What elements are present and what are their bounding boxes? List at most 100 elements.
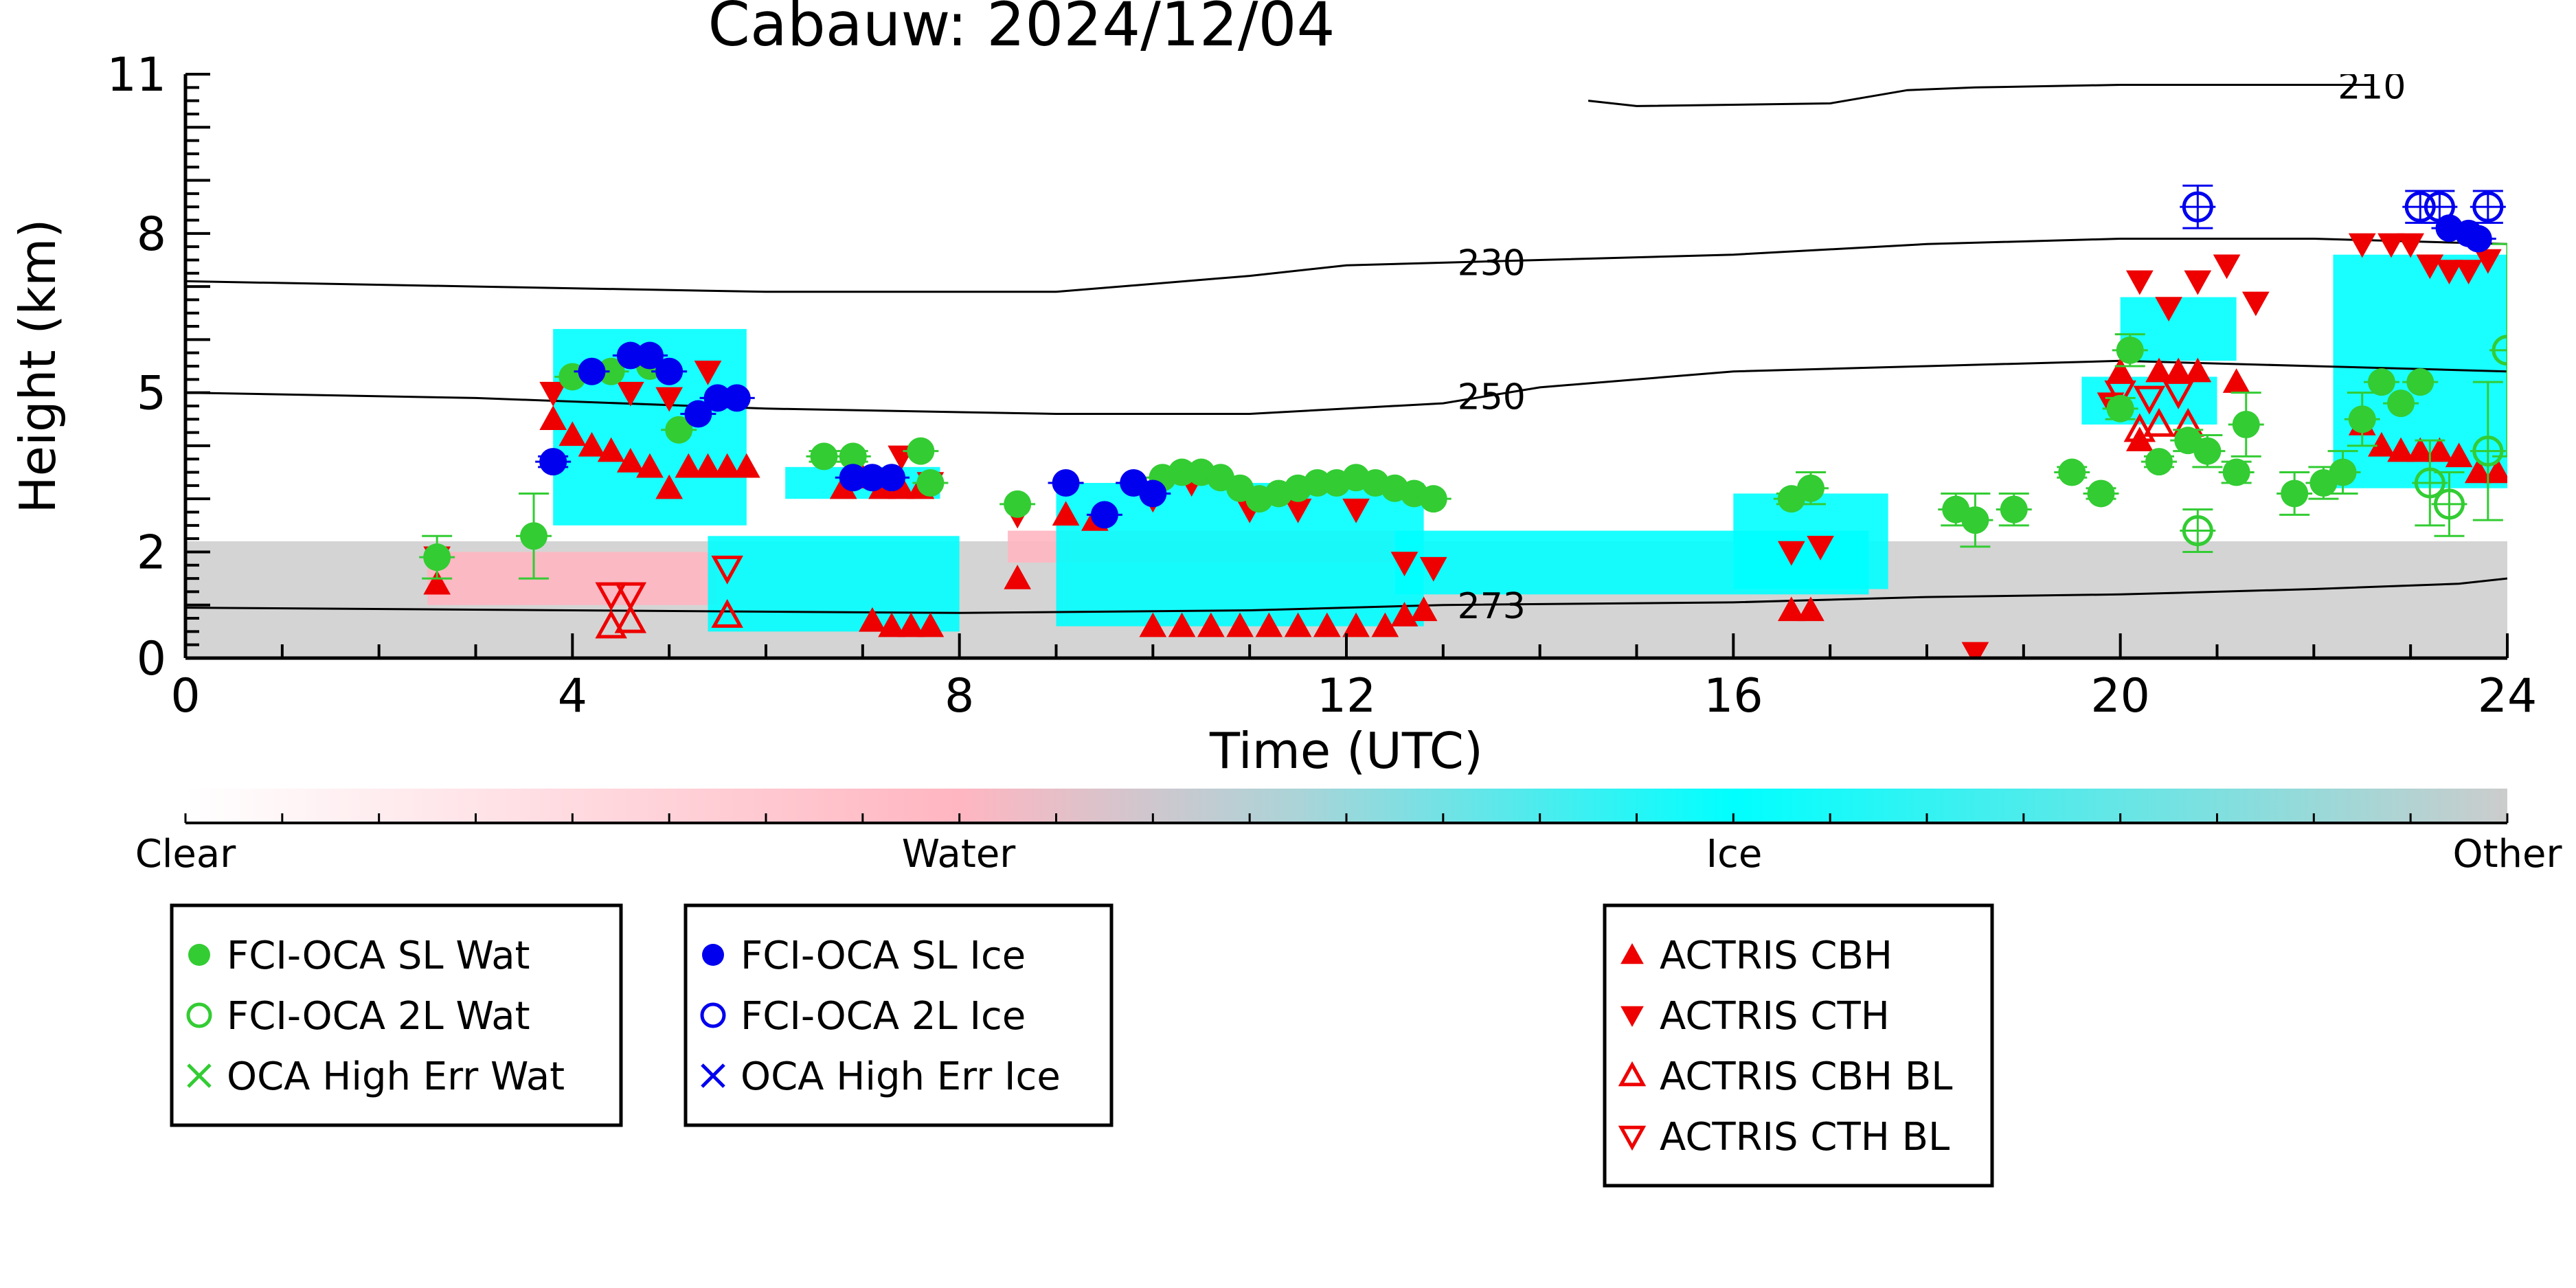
point-actris-cbh [2222, 368, 2250, 393]
point-actris-cbh [675, 453, 703, 478]
point-fci-oca-sl-wat [2106, 394, 2134, 422]
point-actris-cbh [2145, 357, 2173, 383]
point-actris-cbh [1313, 612, 1341, 637]
legend-label-fci-oca-2l-ice: FCI-OCA 2L Ice [741, 994, 1026, 1039]
point-fci-oca-sl-wat [810, 442, 838, 471]
point-actris-cth-bl [595, 582, 627, 611]
series-fci-oca-2l-wat [2180, 242, 2507, 553]
x-tick-label: 4 [558, 669, 587, 723]
colorbar-ticks [184, 813, 2509, 823]
point-actris-cbh [1004, 565, 1032, 589]
y-axis-label: Height (km) [9, 219, 67, 514]
point-fci-oca-2l-wat [2182, 515, 2213, 547]
point-fci-oca-sl-ice [858, 464, 886, 492]
legend-marker-oca-high-err-ice [701, 1063, 725, 1088]
point-actris-cth [1390, 552, 1419, 576]
point-actris-cth [2454, 260, 2483, 284]
point-actris-cbh-bl [595, 609, 627, 639]
point-actris-cbh [1226, 612, 1254, 637]
point-actris-cbh [1139, 612, 1167, 637]
point-actris-cth [2435, 260, 2463, 284]
point-fci-oca-sl-wat [2145, 448, 2173, 476]
x-tick-label: 16 [1704, 669, 1763, 723]
legends: FCI-OCA SL Wat FCI-OCA 2L Wat OCA High Err… [170, 903, 1994, 1188]
point-actris-cbh [558, 421, 587, 447]
point-actris-cth [2213, 254, 2241, 280]
point-actris-cbh [1797, 596, 1824, 622]
point-actris-cth [1807, 536, 1834, 561]
series-fci-oca-2l-ice [2180, 184, 2506, 229]
series-actris-cth-bl [595, 380, 2195, 611]
legend-marker-actris-cbh-bl [1618, 1061, 1647, 1087]
x-tick-label: 0 [170, 669, 200, 723]
point-actris-cbh [655, 474, 683, 499]
point-fci-oca-2l-ice [2472, 191, 2504, 223]
point-actris-cbh [2484, 458, 2507, 484]
x-tick-label: 24 [2478, 669, 2538, 723]
point-fci-oca-sl-wat [907, 437, 935, 465]
point-actris-cth [1777, 541, 1805, 566]
point-actris-cbh [1052, 501, 1080, 526]
point-actris-cth-bl [2104, 380, 2136, 409]
point-actris-cbh [1255, 612, 1283, 637]
point-fci-oca-sl-wat [665, 416, 693, 444]
point-actris-cbh [2406, 437, 2434, 462]
point-fci-oca-sl-wat [1419, 485, 1447, 513]
point-fci-oca-sl-ice [839, 464, 867, 492]
point-fci-oca-sl-wat [597, 357, 625, 385]
axes: 0 4 8 12 16 20 24 0 2 5 8 11 [106, 48, 2537, 723]
point-actris-cbh [2387, 437, 2415, 462]
contour-label: 273 [1458, 586, 1526, 627]
point-fci-oca-sl-ice [1139, 479, 1167, 508]
point-actris-cth [2155, 297, 2182, 322]
y-tick-label: 11 [106, 48, 166, 102]
point-actris-cth [539, 381, 567, 407]
point-actris-cth-bl [2162, 380, 2195, 409]
point-fci-oca-sl-ice [684, 400, 712, 428]
point-actris-cth [2125, 270, 2154, 295]
point-fci-oca-sl-ice [616, 341, 644, 370]
point-actris-cth-bl [614, 582, 647, 611]
legend-marker-actris-cbh [1620, 942, 1644, 964]
point-fci-oca-sl-ice [878, 464, 906, 492]
series-fci-oca-sl-ice [535, 214, 2496, 529]
data-markers [419, 184, 2507, 658]
point-actris-cth [2184, 270, 2212, 295]
x-axis-ticks: 0 4 8 12 16 20 24 [170, 633, 2537, 723]
point-fci-oca-sl-wat [1168, 458, 1196, 486]
point-fci-oca-sl-wat [2058, 458, 2086, 486]
colorbar-label-ice: Ice [1706, 832, 1763, 877]
point-actris-cth [1419, 556, 1447, 582]
point-fci-oca-sl-wat [2387, 389, 2415, 418]
point-actris-cbh [732, 453, 760, 478]
point-fci-oca-sl-ice [578, 357, 606, 385]
point-actris-cbh [2368, 431, 2395, 457]
point-fci-oca-sl-wat [2406, 368, 2434, 396]
legend-box-2: FCI-OCA SL Ice FCI-OCA 2L Ice OCA High Err… [683, 903, 1114, 1127]
point-actris-cth [655, 387, 683, 412]
legend-marker-fci-oca-2l-wat [186, 1002, 212, 1028]
colorbar-label-clear: Clear [135, 832, 236, 877]
point-actris-cbh [1284, 612, 1312, 637]
legend-label-actris-cbh: ACTRIS CBH [1660, 934, 1893, 978]
point-fci-oca-2l-wat [2414, 467, 2445, 499]
point-fci-oca-2l-wat [2434, 488, 2465, 520]
point-actris-cth [2241, 291, 2270, 317]
point-fci-oca-sl-ice [723, 384, 751, 412]
legend-marker-actris-cth [1620, 1006, 1644, 1028]
point-fci-oca-sl-wat [2281, 479, 2309, 508]
point-actris-cbh [859, 607, 886, 632]
contour-273 [185, 577, 2507, 614]
point-actris-cbh [423, 569, 451, 595]
point-actris-cth [2474, 249, 2502, 274]
legend-box-1: FCI-OCA SL Wat FCI-OCA 2L Wat OCA High Err… [170, 903, 623, 1127]
point-fci-oca-2l-ice [2424, 191, 2455, 223]
x-axis-label: Time (UTC) [1209, 722, 1483, 780]
point-actris-cth-bl [2133, 385, 2166, 415]
cloud-region-water [427, 552, 718, 605]
legend-label-actris-cbh-bl: ACTRIS CBH BL [1660, 1054, 1952, 1099]
legend-frame [683, 903, 1114, 1127]
point-fci-oca-sl-ice [636, 341, 664, 370]
point-fci-oca-sl-ice [1090, 501, 1118, 529]
point-actris-cbh [616, 448, 644, 473]
